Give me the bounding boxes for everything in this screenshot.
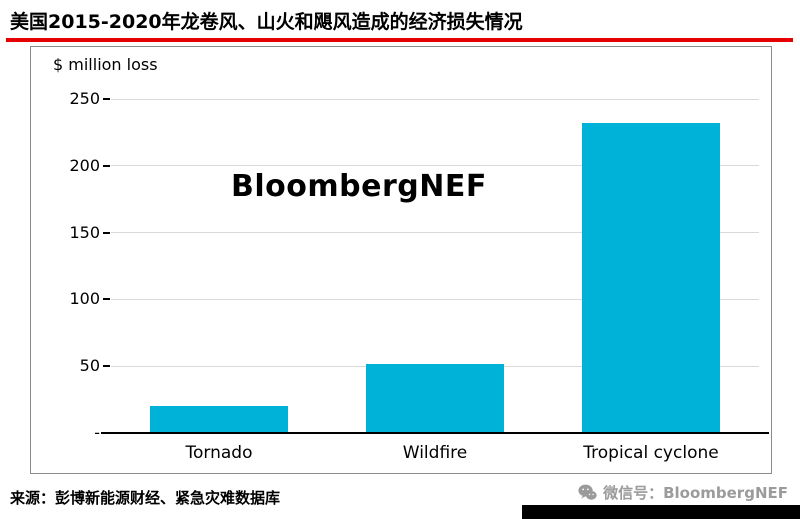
bar-tornado xyxy=(150,406,288,433)
x-axis-label: Wildfire xyxy=(402,443,468,463)
wechat-label: 微信号：BloombergNEF xyxy=(603,484,788,502)
y-tick-mark xyxy=(103,298,110,301)
x-axis-label: Tornado xyxy=(185,443,253,463)
watermark: BloombergNEF xyxy=(231,169,487,204)
title-underline-rule xyxy=(6,38,793,42)
gridline xyxy=(111,165,759,167)
y-tick-label: 200 xyxy=(69,155,100,175)
y-tick-mark xyxy=(103,231,110,234)
page-title: 美国2015-2020年龙卷风、山火和飓风造成的经济损失情况 xyxy=(10,11,523,33)
y-axis-title: $ million loss xyxy=(53,55,158,74)
bar-wildfire xyxy=(366,363,504,433)
y-tick-mark xyxy=(103,164,110,167)
bar-tropical-cyclone xyxy=(582,123,720,433)
source-note: 来源：彭博新能源财经、紧急灾难数据库 xyxy=(10,489,281,507)
chart: $ million loss 250 200 150 100 50 - Bloomberg… xyxy=(30,46,772,474)
y-tick-label: 150 xyxy=(69,222,100,242)
footer-black-bar xyxy=(522,505,800,519)
x-axis-line xyxy=(101,432,769,434)
gridline xyxy=(111,98,759,100)
y-tick-label: 250 xyxy=(69,89,100,108)
wechat-badge: 微信号：BloombergNEF xyxy=(578,482,788,503)
gridline xyxy=(111,298,759,300)
y-tick-label: - xyxy=(94,423,100,442)
wechat-icon xyxy=(578,484,597,500)
y-tick-mark xyxy=(103,98,110,100)
y-tick-mark xyxy=(103,365,110,368)
x-axis-label: Tropical cyclone xyxy=(583,443,719,463)
gridline xyxy=(111,232,759,234)
y-tick-label: 50 xyxy=(79,356,100,376)
y-tick-label: 100 xyxy=(69,289,100,309)
